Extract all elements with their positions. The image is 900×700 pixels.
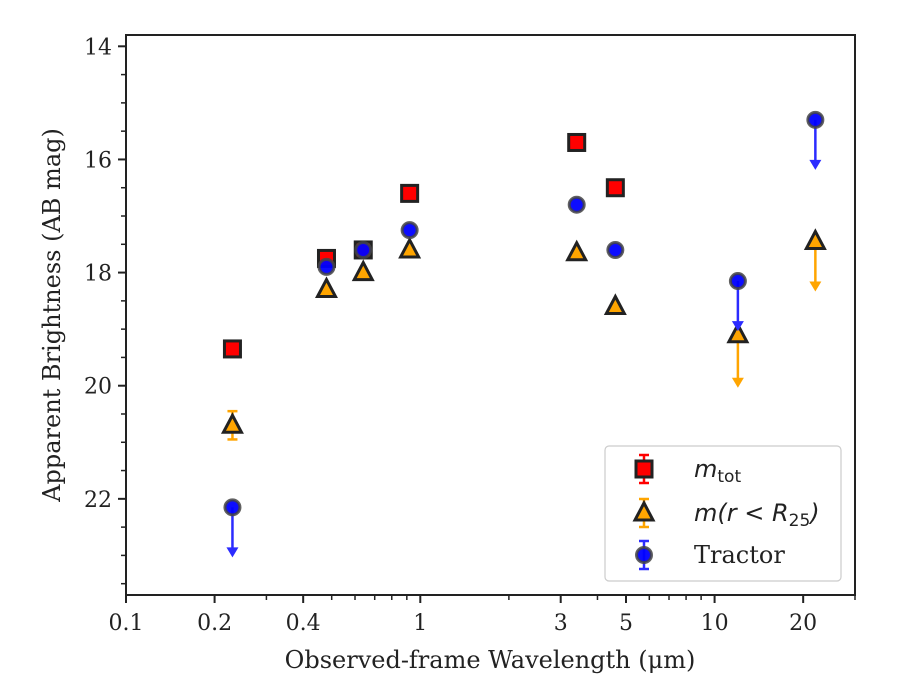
x-tick-label: 5 xyxy=(619,611,633,636)
tractor-arrow-head xyxy=(226,547,239,558)
y-tick-label: 14 xyxy=(84,35,112,60)
legend-tractor-marker xyxy=(635,546,653,564)
x-tick-label: 0.4 xyxy=(286,611,321,636)
legend-mr25-label: m(r < R25) xyxy=(694,499,820,531)
legend-mtot-label: mtot xyxy=(694,455,741,487)
y-axis-title: Apparent Brightness (AB mag) xyxy=(38,128,66,503)
y-tick-label: 22 xyxy=(84,488,112,513)
tractor-point xyxy=(400,221,419,240)
x-tick-label: 20 xyxy=(789,611,817,636)
mr25-point xyxy=(351,259,375,282)
mr25-point xyxy=(314,276,338,299)
mr25-point xyxy=(603,293,627,316)
mtot-point xyxy=(222,339,242,359)
legend: mtot m(r < R25) Tractor xyxy=(604,445,842,582)
x-tick-label: 1 xyxy=(413,611,427,636)
x-tick-label: 0.1 xyxy=(109,611,144,636)
tractor-point xyxy=(354,240,373,259)
mr25-point xyxy=(803,228,827,250)
tractor-arrow-head xyxy=(809,159,822,170)
mr25-point xyxy=(398,236,422,259)
legend-mr25-marker xyxy=(632,499,656,522)
x-tick-label: 0.2 xyxy=(197,611,232,636)
mtot-point xyxy=(567,132,587,152)
mtot-point xyxy=(605,178,625,198)
x-tick-label: 10 xyxy=(701,611,729,636)
x-axis: 0.1 0.2 0.4 1 3 5 10 20 xyxy=(109,595,856,636)
y-tick-label: 20 xyxy=(84,375,112,400)
mtot-point xyxy=(400,183,420,203)
tractor-point xyxy=(806,110,825,129)
tractor-point xyxy=(317,257,336,276)
tractor-point xyxy=(223,498,242,517)
x-tick-label: 3 xyxy=(554,611,568,636)
plot-frame xyxy=(125,34,856,596)
tractor-point xyxy=(567,195,586,214)
data-marks xyxy=(220,110,827,558)
mr25-arrow-head xyxy=(731,377,744,388)
mr25-arrow-head xyxy=(809,281,822,292)
mr25-point xyxy=(220,412,244,434)
tractor-point xyxy=(606,240,625,259)
tractor-point xyxy=(728,272,747,291)
y-axis: 14 16 18 20 22 xyxy=(84,35,126,585)
y-tick-label: 16 xyxy=(84,148,112,173)
mr25-point xyxy=(565,239,589,262)
mr25-point xyxy=(726,321,750,344)
legend-box xyxy=(604,445,842,582)
legend-tractor-label: Tractor xyxy=(694,541,785,569)
tractor-arrow-head xyxy=(731,321,744,332)
x-axis-title: Observed-frame Wavelength (μm) xyxy=(285,646,696,674)
legend-mtot-marker xyxy=(634,459,654,479)
y-tick-label: 18 xyxy=(84,262,112,287)
